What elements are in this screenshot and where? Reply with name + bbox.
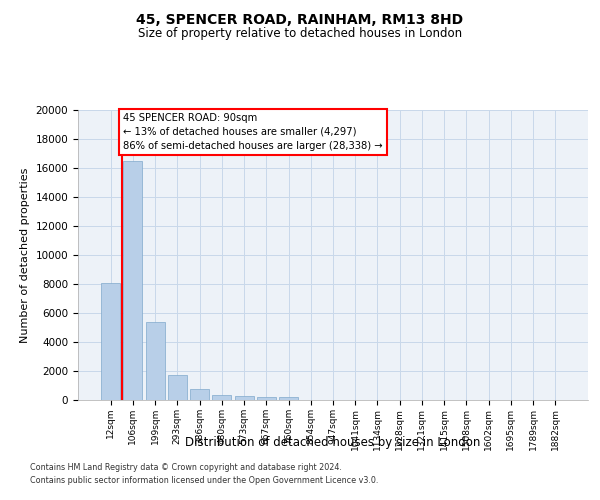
Y-axis label: Number of detached properties: Number of detached properties <box>20 168 30 342</box>
Text: Size of property relative to detached houses in London: Size of property relative to detached ho… <box>138 28 462 40</box>
Bar <box>257 396 276 400</box>
Bar <box>279 397 298 400</box>
Text: 45 SPENCER ROAD: 90sqm
← 13% of detached houses are smaller (4,297)
86% of semi-: 45 SPENCER ROAD: 90sqm ← 13% of detached… <box>124 113 383 151</box>
Bar <box>146 322 164 400</box>
Text: Contains public sector information licensed under the Open Government Licence v3: Contains public sector information licen… <box>30 476 379 485</box>
Text: 45, SPENCER ROAD, RAINHAM, RM13 8HD: 45, SPENCER ROAD, RAINHAM, RM13 8HD <box>136 12 464 26</box>
Bar <box>235 396 254 400</box>
Bar <box>101 282 120 400</box>
Bar <box>190 389 209 400</box>
Bar <box>168 374 187 400</box>
Bar <box>124 161 142 400</box>
Bar <box>212 395 231 400</box>
Text: Distribution of detached houses by size in London: Distribution of detached houses by size … <box>185 436 481 449</box>
Text: Contains HM Land Registry data © Crown copyright and database right 2024.: Contains HM Land Registry data © Crown c… <box>30 464 342 472</box>
